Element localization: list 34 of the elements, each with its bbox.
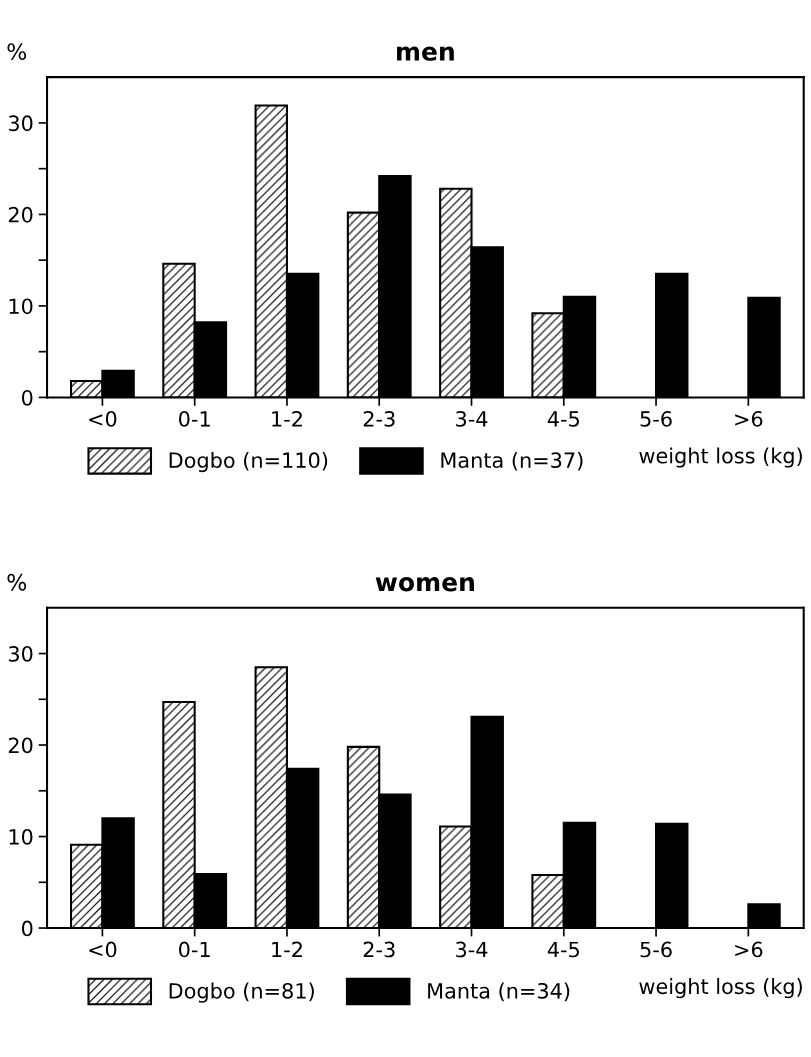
x-tick-label: 2-3 (363, 410, 395, 427)
legend-label: Dogbo (n=81) (169, 982, 314, 1003)
x-tick-label: 2-3 (363, 941, 395, 958)
y-tick-label: 0 (21, 920, 33, 937)
x-tick-label: 0-1 (179, 410, 210, 427)
legend-label: Manta (n=37) (441, 451, 583, 471)
x-tick-label: >6 (735, 941, 763, 958)
legend-label: Dogbo (n=110) (169, 451, 328, 473)
legend-label: Manta (n=34) (428, 982, 570, 1002)
y-tick-label: 20 (8, 737, 33, 754)
chart-title: men (397, 46, 454, 61)
y-tick-label: 30 (8, 115, 33, 132)
x-tick-label: 4-5 (547, 941, 579, 958)
x-tick-label: <0 (89, 410, 117, 427)
x-axis-title: weight loss (kg) (639, 978, 802, 999)
y-tick-label: 20 (8, 206, 33, 223)
x-tick-label: 1-2 (272, 941, 302, 958)
x-tick-label: <0 (89, 941, 117, 958)
x-axis-title: weight loss (kg) (639, 447, 802, 468)
y-axis-title: % (7, 43, 27, 61)
chart-title: women (375, 577, 474, 592)
x-tick-label: 5-6 (640, 410, 672, 427)
x-tick-label: 5-6 (640, 941, 672, 958)
y-axis-title: % (7, 573, 27, 591)
x-tick-label: 1-2 (272, 410, 302, 427)
x-tick-label: 3-4 (456, 941, 488, 958)
y-tick-label: 30 (8, 645, 33, 662)
y-tick-label: 0 (21, 389, 33, 406)
x-tick-label: 0-1 (179, 941, 210, 958)
y-tick-label: 10 (9, 828, 33, 845)
x-tick-label: >6 (735, 410, 763, 427)
x-tick-label: 4-5 (547, 411, 579, 427)
y-tick-label: 10 (9, 298, 33, 315)
x-tick-label: 3-4 (456, 410, 488, 427)
